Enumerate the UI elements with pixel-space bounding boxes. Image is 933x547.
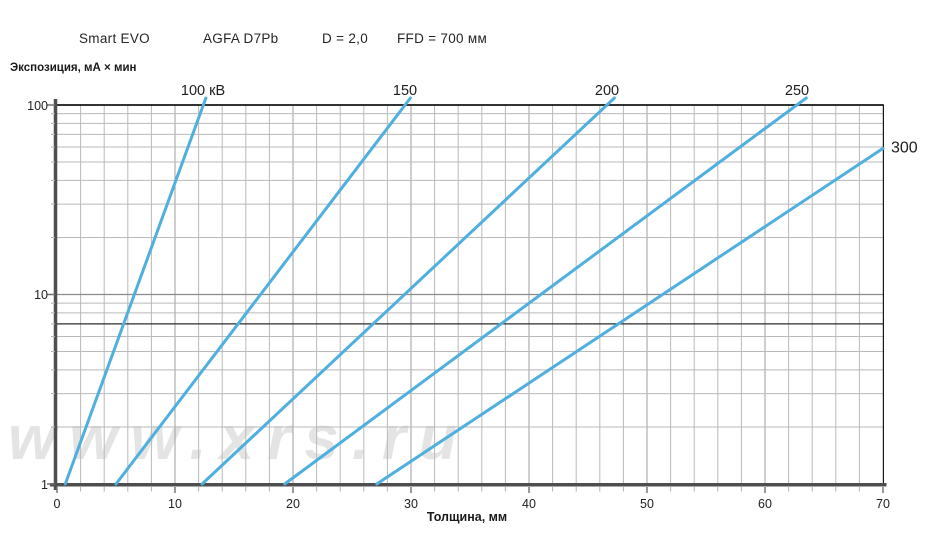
header-ffd: FFD = 700 мм <box>397 31 488 46</box>
x-tick-label: 40 <box>522 497 536 511</box>
x-tick-label: 30 <box>404 497 418 511</box>
curve-100kv <box>63 96 208 486</box>
x-axis-title: Толщина, мм <box>426 510 508 524</box>
curve-250kv <box>283 96 808 486</box>
x-tick-label: 60 <box>758 497 772 511</box>
curve-300kv <box>375 146 885 486</box>
x-tick-label: 50 <box>640 497 654 511</box>
x-tick-label: 10 <box>168 497 182 511</box>
y-tick-label: 10 <box>34 288 48 302</box>
curve-label-300: 300 <box>891 139 918 156</box>
header-density: D = 2,0 <box>322 31 369 46</box>
y-tick-label: 1 <box>41 478 48 492</box>
curve-label-200: 200 <box>595 83 619 99</box>
curve-label-150: 150 <box>393 83 417 99</box>
x-tick-label: 20 <box>286 497 300 511</box>
y-tick-label: 100 <box>27 99 48 113</box>
x-tick-label: 0 <box>54 497 61 511</box>
header-film-type: AGFA D7Pb <box>203 31 279 46</box>
watermark: www.xrs.ru <box>8 404 470 473</box>
curve-label-100: 100 кВ <box>181 83 225 99</box>
y-axis-title: Экспозиция, мА × мин <box>10 62 137 74</box>
curve-150kv <box>114 96 412 486</box>
x-tick-label: 70 <box>876 497 890 511</box>
curve-label-250: 250 <box>785 83 809 99</box>
header-device-name: Smart EVO <box>79 31 150 46</box>
curve-200kv <box>200 96 616 486</box>
